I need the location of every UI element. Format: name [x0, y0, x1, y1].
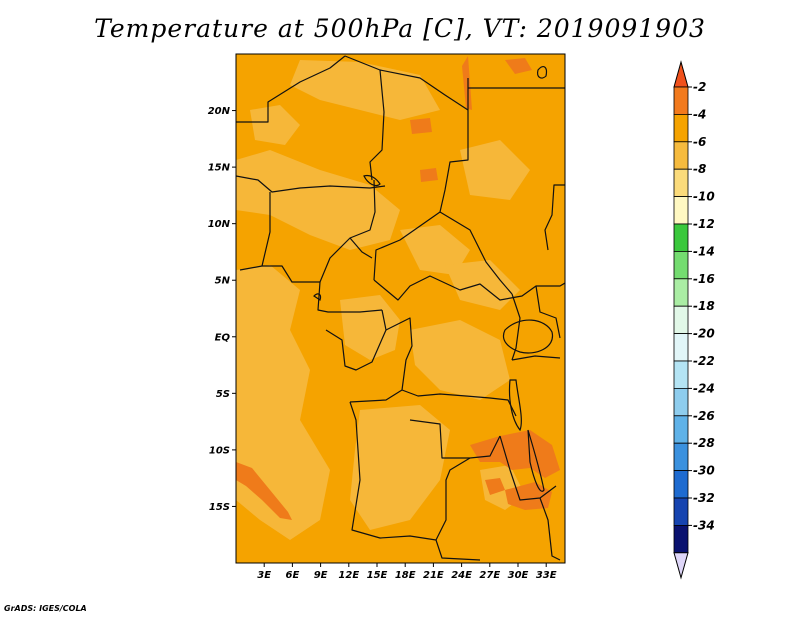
lon-tick-label: 6E	[286, 570, 300, 581]
colorbar-swatch	[673, 442, 689, 472]
lakes	[313, 66, 553, 492]
colorbar-swatch	[673, 333, 689, 362]
colorbar-label: -14	[693, 244, 715, 258]
colorbar-top-arrow	[673, 60, 689, 88]
lon-tick-label: 30E	[508, 570, 529, 581]
lon-tick-label: 15E	[367, 570, 388, 581]
colorbar-label: -8	[693, 162, 706, 176]
colorbar-label: -22	[693, 354, 715, 368]
colorbar-label: -28	[693, 436, 715, 450]
lon-tick-label: 9E	[314, 570, 328, 581]
lat-tick-label: 10N	[208, 219, 231, 230]
grads-credit: GrADS: IGES/COLA	[4, 604, 87, 613]
colorbar-swatch	[673, 497, 689, 526]
chart-title: Temperature at 500hPa [C], VT: 201909190…	[94, 14, 706, 43]
colorbar-label: -32	[693, 491, 715, 505]
map-frame	[235, 53, 566, 564]
colorbar-swatch	[673, 141, 689, 170]
colorbar-swatch	[673, 86, 689, 115]
colorbar-label: -34	[693, 518, 715, 532]
lon-tick-label: 24E	[451, 570, 472, 581]
colorbar-swatch	[673, 196, 689, 225]
lon-tick-label: 21E	[423, 570, 444, 581]
colorbar-label: -12	[693, 217, 715, 231]
lon-tick-label: 3E	[257, 570, 271, 581]
colorbar-swatch	[673, 387, 689, 417]
lon-tick-label: 33E	[536, 570, 557, 581]
lat-tick-label: 5N	[215, 276, 231, 287]
colorbar-swatch	[673, 305, 689, 335]
colorbar: -2 -4 -6 -8 -10 -12 -14 -16 -18 -20 -22 -24 -26 -28 -3…	[673, 60, 715, 580]
colorbar-swatch	[673, 470, 689, 499]
colorbar-label: -2	[693, 80, 706, 94]
lat-tick-label: 20N	[208, 106, 231, 117]
colorbar-swatch	[673, 168, 689, 197]
colorbar-label: -16	[693, 272, 715, 286]
colorbar-bottom-arrow	[673, 552, 689, 580]
colorbar-swatch	[673, 250, 689, 280]
colorbar-swatch	[673, 114, 689, 143]
colorbar-swatch	[673, 223, 689, 252]
colorbar-swatch	[673, 415, 689, 444]
colorbar-label: -26	[693, 409, 715, 423]
colorbar-swatch	[673, 278, 689, 307]
lat-tick-label: 5S	[216, 389, 230, 400]
latitude-axis: 20N 15N 10N 5N EQ 5S 10S 15S	[208, 106, 236, 513]
temperature-field	[236, 54, 565, 563]
colorbar-label: -4	[693, 107, 706, 121]
warm-patches	[236, 56, 560, 520]
lat-tick-label: 10S	[209, 445, 230, 456]
colorbar-label: -30	[693, 464, 715, 478]
lat-tick-label: 15N	[208, 163, 231, 174]
colorbar-label: -6	[693, 135, 706, 149]
colorbar-swatch	[673, 360, 689, 389]
colorbar-label: -10	[693, 190, 715, 204]
colorbar-label: -18	[693, 299, 715, 313]
lat-tick-label: 15S	[209, 502, 230, 513]
lon-tick-label: 18E	[395, 570, 416, 581]
colorbar-label: -20	[693, 327, 715, 341]
lat-tick-label: EQ	[215, 332, 231, 343]
country-borders	[236, 55, 565, 561]
longitude-axis: 3E 6E 9E 12E 15E 18E 21E 24E 27E 30E 33E	[257, 563, 557, 581]
lon-tick-label: 12E	[338, 570, 359, 581]
cool-patches	[236, 60, 530, 540]
colorbar-swatch	[673, 525, 689, 554]
lon-tick-label: 27E	[479, 570, 500, 581]
colorbar-label: -24	[693, 381, 715, 395]
